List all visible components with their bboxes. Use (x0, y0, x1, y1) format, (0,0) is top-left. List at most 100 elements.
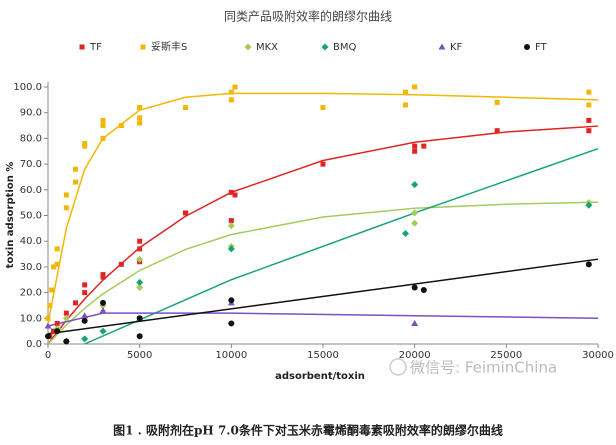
marker (136, 278, 144, 286)
marker (118, 123, 124, 129)
marker (51, 264, 56, 270)
legend-label: TF (89, 42, 102, 53)
legend-label: 妥斯丰S (151, 40, 187, 53)
marker (183, 210, 188, 216)
marker (73, 300, 78, 306)
marker (403, 89, 408, 95)
legend-label: KF (450, 42, 463, 53)
marker (54, 328, 61, 335)
watermark: 微信号: FeiminChina (410, 359, 557, 377)
marker (137, 105, 143, 111)
marker (320, 105, 326, 111)
legend-label: BMQ (333, 42, 356, 53)
marker (100, 274, 106, 280)
marker (183, 105, 188, 111)
marker (228, 97, 234, 103)
marker (320, 161, 326, 167)
marker (44, 322, 52, 329)
legend-marker (79, 44, 85, 50)
caption: 图1 . 吸附剂在pH 7.0条件下对玉米赤霉烯酮毒素吸附效率的朗缪尔曲线 (113, 423, 503, 438)
marker (411, 219, 419, 227)
marker (100, 117, 106, 123)
marker (45, 333, 51, 340)
marker (232, 84, 238, 90)
marker (81, 312, 89, 319)
marker (99, 327, 107, 335)
legend-label: MKX (256, 42, 278, 53)
x-tick-label: 25000 (490, 350, 522, 361)
marker (412, 148, 418, 154)
marker (136, 283, 144, 291)
y-tick-label: 30.0 (20, 262, 42, 273)
y-tick-label: 20.0 (20, 288, 42, 299)
marker (63, 205, 69, 211)
marker (81, 335, 89, 343)
y-tick-label: 60.0 (20, 185, 42, 196)
marker (54, 246, 60, 252)
marker (228, 297, 235, 304)
chart-title: 同类产品吸附效率的朗缪尔曲线 (224, 9, 392, 24)
x-tick-label: 15000 (307, 350, 339, 361)
marker (137, 246, 143, 252)
marker (136, 333, 143, 340)
fit-line (84, 147, 599, 345)
x-tick-label: 20000 (399, 350, 431, 361)
y-tick-label: 50.0 (20, 211, 42, 222)
marker (118, 261, 124, 267)
watermark-icon (389, 358, 407, 376)
marker (63, 310, 69, 316)
marker (494, 128, 500, 134)
marker (227, 245, 235, 253)
marker (54, 261, 60, 267)
marker (82, 143, 88, 149)
marker (137, 115, 143, 121)
fit-line (47, 92, 599, 324)
marker (412, 143, 418, 149)
marker (586, 102, 592, 108)
x-tick-label: 0 (45, 350, 51, 361)
x-axis-label: adsorbent/toxin (275, 371, 365, 382)
marker (100, 272, 106, 278)
fit-line (47, 125, 599, 345)
legend-marker (524, 44, 530, 50)
fit-line (47, 201, 599, 345)
marker (421, 143, 427, 149)
y-tick-label: 70.0 (20, 159, 42, 170)
marker (586, 89, 592, 95)
marker (412, 84, 418, 90)
marker (420, 287, 427, 294)
marker (586, 117, 592, 123)
marker (82, 290, 88, 296)
marker (100, 123, 106, 129)
marker (82, 282, 88, 288)
marker (494, 99, 500, 105)
marker (232, 192, 238, 198)
marker (403, 102, 408, 108)
x-tick-label: 10000 (215, 350, 247, 361)
marker (228, 218, 234, 224)
marker (49, 287, 55, 293)
legend-marker (244, 43, 252, 51)
marker (45, 315, 51, 321)
marker (100, 135, 106, 141)
y-tick-label: 0.0 (26, 339, 42, 350)
marker (99, 307, 107, 314)
marker (73, 179, 78, 185)
fit-line (47, 258, 599, 335)
y-tick-label: 100.0 (13, 82, 42, 93)
marker (73, 166, 78, 172)
marker (137, 120, 143, 126)
marker (228, 320, 235, 327)
y-axis-label: toxin adsorption % (5, 162, 16, 269)
y-tick-label: 80.0 (20, 133, 42, 144)
y-tick-label: 10.0 (20, 313, 42, 324)
marker (137, 238, 143, 244)
marker (411, 181, 419, 189)
marker (136, 255, 144, 263)
marker (82, 141, 88, 147)
marker (100, 299, 106, 306)
legend-marker (140, 44, 146, 50)
marker (402, 229, 409, 237)
marker (228, 189, 234, 195)
